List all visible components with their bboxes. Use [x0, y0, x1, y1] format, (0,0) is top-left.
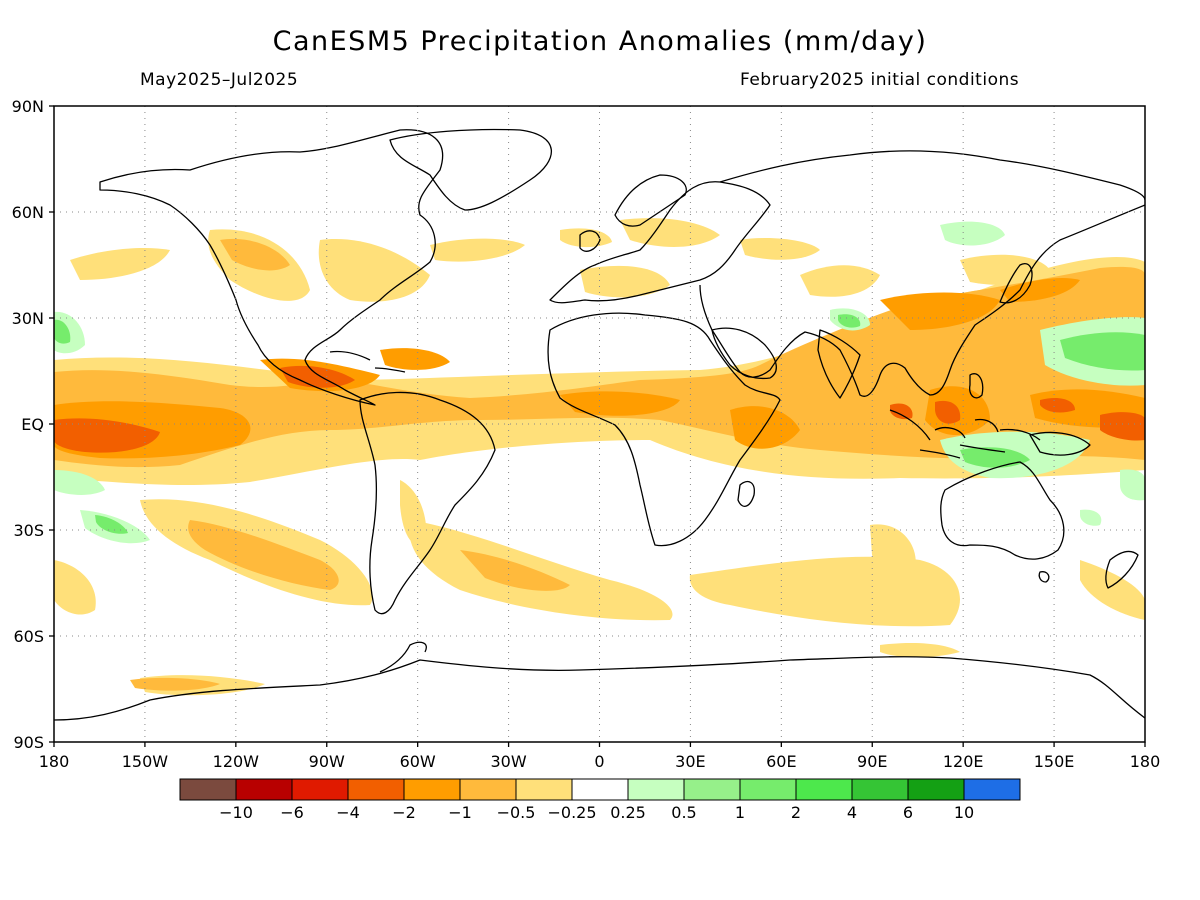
colorbar: [179, 778, 1021, 801]
coastline-new-guinea: [1029, 431, 1091, 456]
colorbar-label: 10: [954, 803, 974, 822]
colorbar-swatch: [291, 778, 349, 801]
colorbar-swatch: [795, 778, 853, 801]
colorbar-label: −0.5: [497, 803, 536, 822]
lat-tick-label: 90S: [13, 733, 44, 752]
coastline-caribbean: [329, 350, 406, 373]
lon-tick-label: 120W: [213, 752, 260, 771]
colorbar-label: 4: [847, 803, 857, 822]
lon-tick-label: 60E: [766, 752, 796, 771]
colorbar-swatch: [683, 778, 741, 801]
lon-tick-label: 30E: [675, 752, 705, 771]
lon-tick-label: 180: [39, 752, 70, 771]
anomaly-field: [54, 218, 1145, 696]
coastline-arabia: [711, 327, 777, 380]
lat-tick-label: EQ: [21, 415, 44, 434]
colorbar-label: −10: [219, 803, 253, 822]
colorbar-label: 0.5: [671, 803, 696, 822]
lat-tick-label: 90N: [12, 97, 44, 116]
axis-ticks: [49, 105, 1146, 747]
lon-tick-label: 0: [594, 752, 604, 771]
anomaly-green-patches: [54, 314, 1145, 534]
coastline-africa: [547, 312, 781, 547]
colorbar-swatch: [851, 778, 909, 801]
coastline-new-zealand: [1105, 550, 1139, 589]
coastline-greenland: [389, 128, 553, 211]
graticule: [54, 106, 1145, 742]
latitude-labels: 90N 60N 30N EQ 30S 60S 90S: [12, 97, 44, 752]
lon-tick-label: 150E: [1034, 752, 1075, 771]
coastline-north-america: [99, 129, 444, 406]
lat-tick-label: 60S: [13, 627, 44, 646]
colorbar-label: 1: [735, 803, 745, 822]
coastline-australia: [940, 461, 1065, 560]
lat-tick-label: 60N: [12, 203, 44, 222]
coastlines: [54, 128, 1145, 721]
lon-tick-label: 150W: [122, 752, 169, 771]
coastline-scandinavia: [614, 174, 687, 227]
colorbar-label: −6: [280, 803, 304, 822]
colorbar-swatch: [403, 778, 461, 801]
initial-conditions-label: February2025 initial conditions: [740, 70, 1020, 90]
chart-title: CanESM5 Precipitation Anomalies (mm/day): [272, 26, 928, 57]
longitude-labels: 180 150W 120W 90W 60W 30W 0 30E 60E 90E 120E 150E 18…: [39, 752, 1161, 771]
colorbar-label: −0.25: [547, 803, 596, 822]
colorbar-label: −1: [448, 803, 472, 822]
coastline-philippines: [969, 373, 984, 399]
lon-tick-label: 30W: [490, 752, 526, 771]
colorbar-swatch: [627, 778, 685, 801]
colorbar-label: 2: [791, 803, 801, 822]
colorbar-label: −2: [392, 803, 416, 822]
coastline-india: [817, 329, 861, 399]
lon-tick-label: 180: [1130, 752, 1161, 771]
lon-tick-label: 90E: [857, 752, 887, 771]
colorbar-labels: −10 −6 −4 −2 −1 −0.5 −0.25 0.25 0.5 1 2 4 6 10: [219, 803, 974, 822]
lon-tick-label: 120E: [943, 752, 984, 771]
colorbar-swatch: [963, 778, 1021, 801]
colorbar-swatch: [347, 778, 405, 801]
colorbar-swatch: [459, 778, 517, 801]
lat-tick-label: 30S: [13, 521, 44, 540]
colorbar-label: 0.25: [610, 803, 646, 822]
coastline-europe: [549, 181, 771, 304]
lon-tick-label: 90W: [309, 752, 345, 771]
coastline-indonesia: [889, 409, 1041, 459]
colorbar-swatch: [235, 778, 293, 801]
coastline-antarctic-peninsula: [379, 641, 427, 673]
colorbar-swatch: [739, 778, 797, 801]
colorbar-label: −4: [336, 803, 360, 822]
anomaly-orange-patches: [54, 238, 1145, 691]
coastline-tasmania: [1038, 571, 1050, 583]
lon-tick-label: 60W: [400, 752, 436, 771]
coastline-japan: [999, 263, 1033, 304]
colorbar-swatch: [515, 778, 573, 801]
colorbar-swatch: [179, 778, 237, 801]
colorbar-label: 6: [903, 803, 913, 822]
colorbar-swatch: [907, 778, 965, 801]
lat-tick-label: 30N: [12, 309, 44, 328]
anomaly-red-orange-patches: [54, 365, 1145, 453]
period-label: May2025–Jul2025: [140, 70, 299, 90]
coastline-uk: [579, 230, 601, 252]
colorbar-swatch: [571, 778, 629, 801]
coastline-madagascar: [737, 481, 755, 507]
coastline-south-america: [359, 391, 496, 615]
coastline-antarctica: [54, 656, 1145, 721]
